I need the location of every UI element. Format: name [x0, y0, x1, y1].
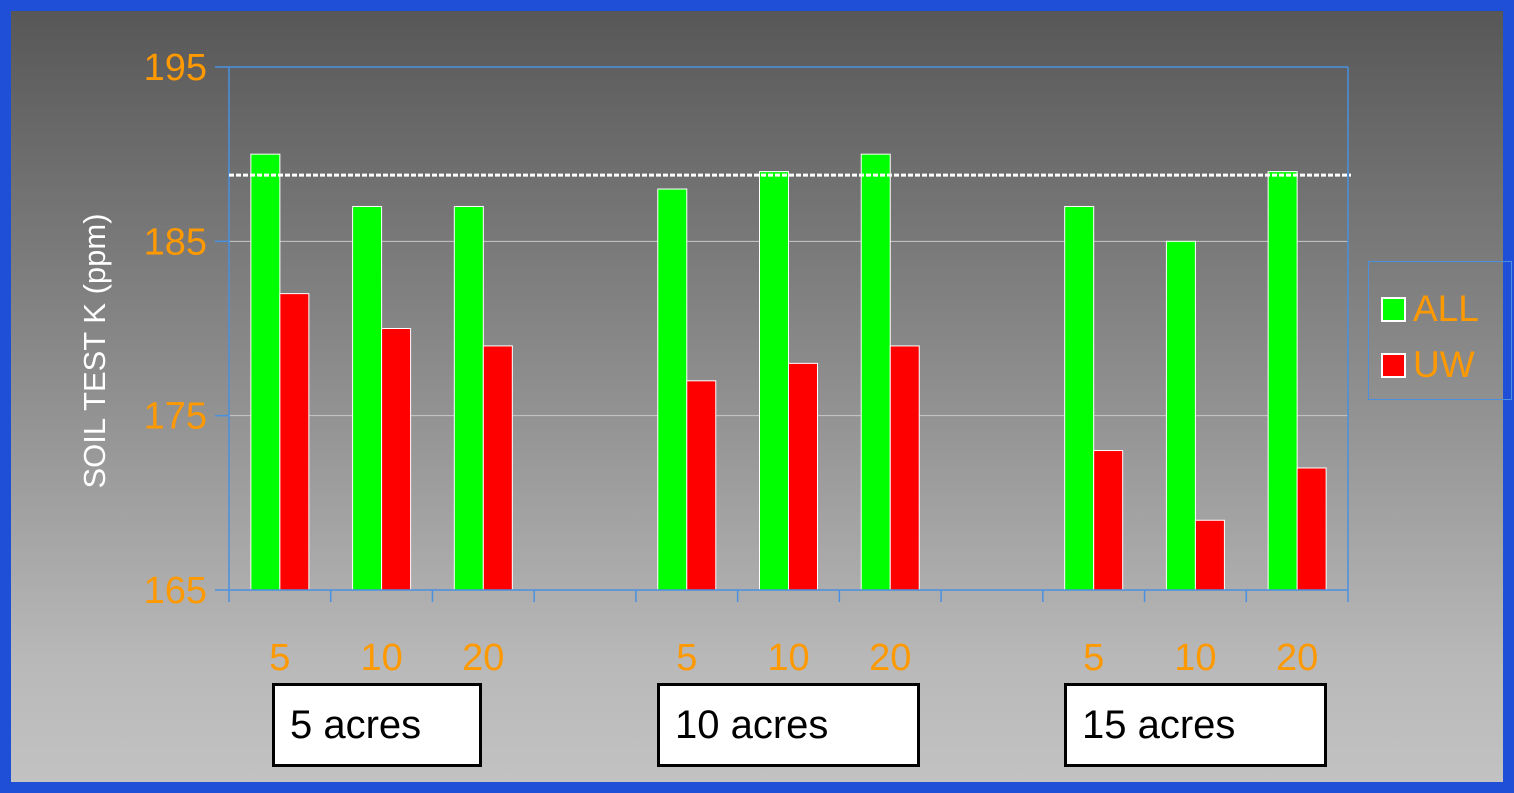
bar-uw — [279, 293, 310, 591]
x-tick-label: 5 — [269, 637, 290, 679]
legend-label-uw: UW — [1413, 344, 1475, 385]
legend-label-all: ALL — [1413, 288, 1479, 329]
bar-all — [1267, 171, 1298, 591]
x-tick-label: 20 — [462, 637, 504, 679]
bar-chart: 165 175 185 195 5 10 20 5 10 20 5 10 20 — [144, 47, 1351, 679]
legend-swatch-uw — [1381, 353, 1406, 378]
x-tick-label: 10 — [1174, 637, 1216, 679]
slide: 165 175 185 195 5 10 20 5 10 20 5 10 20 SOIL TEST K … — [11, 11, 1512, 782]
tick-labels: 165 175 185 195 5 10 20 5 10 20 5 10 20 — [144, 47, 1319, 679]
bars — [250, 153, 1327, 591]
legend: ALL UW — [1368, 261, 1512, 400]
bar-uw — [889, 345, 920, 591]
bar-all — [759, 171, 789, 591]
bar-uw — [686, 380, 717, 591]
y-axis-title: SOIL TEST K (ppm) — [77, 213, 112, 489]
bar-all — [453, 205, 484, 591]
bar-all — [250, 153, 281, 591]
bar-all — [352, 205, 383, 591]
x-tick-label: 20 — [869, 637, 911, 679]
bar-all — [1165, 240, 1196, 591]
x-tick-label: 10 — [767, 637, 809, 679]
bar-all — [860, 153, 891, 591]
x-tick-label: 20 — [1276, 637, 1318, 679]
y-tick-label: 175 — [144, 396, 207, 438]
group-label-5-acres: 5 acres — [272, 683, 482, 767]
group-label-10-acres: 10 acres — [657, 683, 920, 767]
x-tick-label: 5 — [676, 637, 697, 679]
x-tick-label: 10 — [360, 637, 402, 679]
axes — [215, 66, 1349, 602]
bar-uw — [381, 328, 412, 591]
bar-all — [1064, 205, 1095, 591]
y-tick-label: 195 — [144, 47, 207, 89]
group-label-15-acres: 15 acres — [1064, 683, 1327, 767]
bar-uw — [788, 362, 818, 591]
bar-uw — [1296, 467, 1327, 591]
x-tick-label: 5 — [1083, 637, 1104, 679]
bar-all — [657, 188, 688, 591]
bar-uw — [482, 345, 513, 591]
legend-swatch-all — [1381, 297, 1406, 322]
bar-uw — [1093, 450, 1124, 591]
bar-uw — [1194, 519, 1225, 591]
y-tick-label: 185 — [144, 221, 207, 263]
y-tick-label: 165 — [144, 570, 207, 612]
